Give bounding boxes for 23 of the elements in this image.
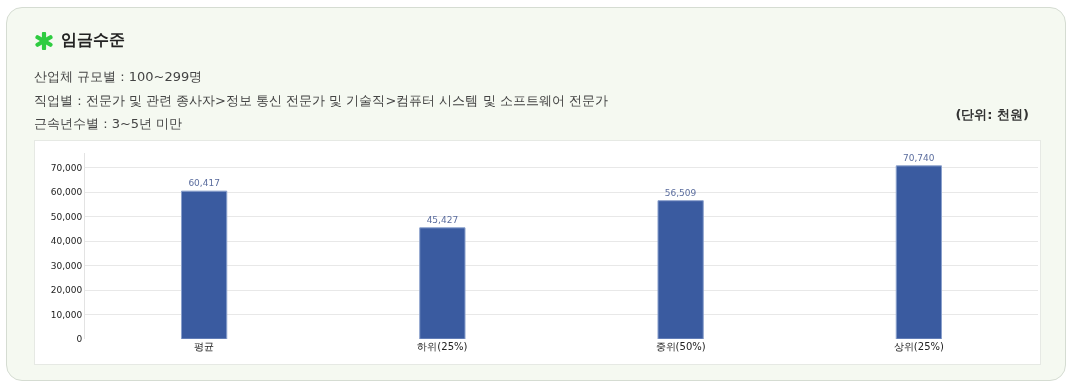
y-tick-label: 10,000 bbox=[50, 309, 83, 320]
bar bbox=[419, 227, 466, 339]
bar bbox=[657, 200, 704, 339]
text: (단위: 천원) bbox=[955, 106, 1029, 124]
data-label: 60,417 bbox=[188, 178, 220, 189]
y-tick-label: 40,000 bbox=[50, 236, 83, 247]
y-tick-label: 70,000 bbox=[50, 162, 83, 173]
bar bbox=[895, 165, 943, 339]
y-tick-label: 60,000 bbox=[50, 187, 83, 198]
x-tick-label: 하위(25%) bbox=[417, 341, 468, 352]
x-tick-label: 중위(50%) bbox=[655, 341, 706, 352]
y-tick-label: 30,000 bbox=[50, 260, 83, 271]
x-tick-label: 평균 bbox=[194, 341, 215, 352]
y-tick-label: 0 bbox=[76, 334, 83, 345]
chart-title: 임금수준 bbox=[61, 30, 125, 51]
chart-subtitle: 산업체 규모별 : 100~299명 직업별 : 전문가 및 관련 종사자>정보 통신 전문가 및 기술직>컴퓨터 시스템 및 소프트웨어 전문가 근속년수별 : 3~5년 미만 bbox=[34, 68, 608, 133]
x-tick-label: 상위(25%) bbox=[893, 341, 944, 352]
data-label: 56,509 bbox=[664, 187, 697, 198]
data-label: 70,740 bbox=[902, 152, 935, 163]
data-label: 45,427 bbox=[426, 214, 459, 225]
y-tick-label: 50,000 bbox=[50, 211, 83, 222]
bar bbox=[180, 190, 228, 339]
y-tick-label: 20,000 bbox=[50, 285, 83, 296]
